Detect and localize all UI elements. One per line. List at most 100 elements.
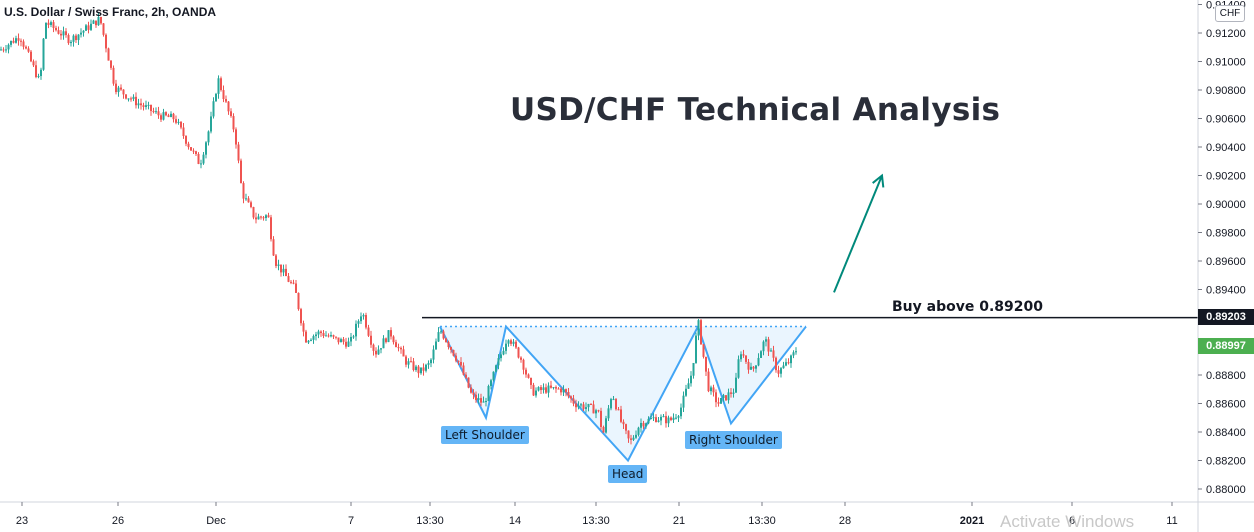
candle-body [732,392,735,394]
candle [280,264,282,277]
candle [457,360,460,365]
candle-body [770,350,772,352]
candle [742,349,745,358]
candle-body [757,357,760,366]
candle-body [420,367,422,374]
y-tick-label: 0.89400 [1206,285,1246,297]
candle-body [322,333,325,337]
candle-body [10,40,12,45]
candle [177,118,180,125]
candle [577,401,580,410]
candle-body [402,349,405,357]
candle-body [405,356,407,365]
candle [645,422,647,429]
y-tick-label: 0.89600 [1206,256,1246,268]
candle-body [2,49,5,51]
candle-body [192,150,195,152]
candle-body [95,20,97,26]
candle [790,354,792,368]
candle-body [120,87,122,90]
candle [665,411,667,428]
candle [687,378,690,389]
candle-body [705,356,707,372]
candle-body [142,105,145,107]
candle-body [605,418,607,433]
candle-body [72,35,75,42]
candle [770,348,772,352]
candle-body [557,388,560,390]
candle [332,334,335,339]
candle-body [190,147,192,151]
candle-body [652,417,655,419]
candle-body [417,366,420,374]
candle [695,332,697,364]
candle-body [187,143,190,148]
candle-body [62,31,65,36]
candle-body [645,423,647,427]
candle-body [755,365,757,369]
candle-body [310,339,312,341]
candle-body [662,416,665,418]
candle [492,371,495,382]
x-tick-label: Dec [206,515,226,527]
candle [682,391,685,413]
candle [675,413,677,420]
candle [230,108,232,118]
candle-body [710,387,712,392]
candle-body [630,438,632,440]
candle [290,280,292,285]
candle [752,366,755,372]
candle [62,26,65,40]
candle [210,111,212,134]
candle-body [172,113,175,120]
candle-body [727,392,730,401]
candle-body [632,437,635,440]
candle [612,396,615,401]
candle-body [487,386,490,402]
candle [172,112,175,123]
candle [167,113,170,118]
candle [125,94,127,100]
candle-body [785,362,787,366]
y-tick-label: 0.88400 [1206,427,1246,439]
candle-body [682,395,685,408]
candle-body [737,359,740,378]
candle-body [382,338,385,349]
candle [217,75,220,99]
candle [170,111,172,118]
candle [440,329,442,334]
candle-body [250,202,252,208]
candle-body [287,276,290,282]
candle-body [352,336,355,338]
candle [700,319,702,345]
candle-body [170,113,172,118]
candle [107,47,110,61]
candle [297,292,300,311]
candle-body [242,183,245,199]
candle-body [575,403,577,408]
candle [400,346,402,354]
candle-body [155,111,157,113]
candle [5,45,7,53]
candle-body [762,341,765,352]
candle-body [325,335,327,337]
candle [595,408,597,419]
candle-body [132,96,135,100]
candle [205,141,207,159]
candle [215,92,217,102]
candle [340,337,342,343]
candle [225,95,227,103]
candle-body [20,40,22,42]
candle [505,339,507,355]
candle [345,337,347,349]
candle [590,403,592,406]
x-tick-label: 2021 [960,515,984,527]
candle-body [355,323,357,337]
candle [605,415,607,434]
currency-badge[interactable]: CHF [1215,5,1245,22]
candle-body [720,397,722,404]
candle-body [232,116,235,130]
candle-body [220,78,222,91]
